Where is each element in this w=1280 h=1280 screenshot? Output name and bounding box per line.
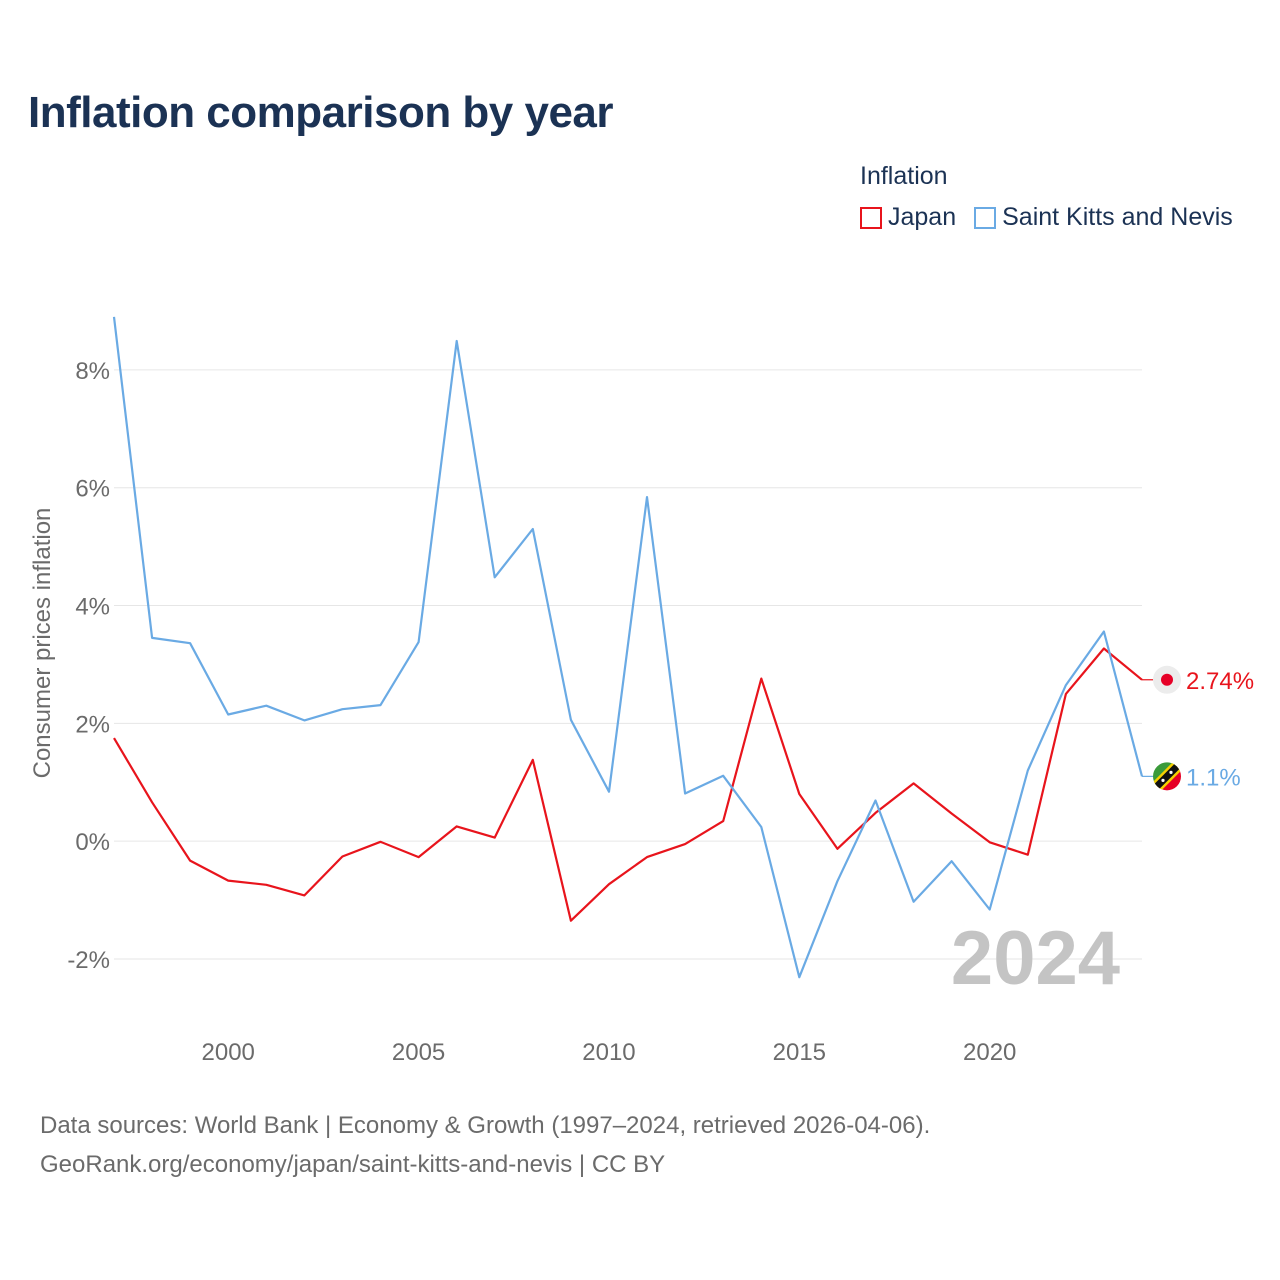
chart-title: Inflation comparison by year	[28, 88, 614, 137]
series-line-saint-kitts-and-nevis[interactable]	[112, 316, 1144, 979]
y-tick-label: 6%	[75, 476, 110, 503]
end-value-label: 1.1%	[1186, 764, 1241, 791]
x-tick-label: 2015	[773, 1039, 826, 1066]
flag-japan-sun	[1161, 673, 1173, 686]
y-tick-label: 4%	[75, 594, 110, 621]
x-axis: 2000 2005 2010 2015 2020	[202, 1039, 1017, 1066]
x-tick-label: 2000	[202, 1039, 255, 1066]
legend-item-japan[interactable]: Japan	[860, 203, 956, 232]
x-tick-label: 2020	[963, 1039, 1016, 1066]
flag-saint-kitts-and-nevis-icon	[1153, 762, 1181, 791]
sources-line-2[interactable]: GeoRank.org/economy/japan/saint-kitts-an…	[40, 1151, 666, 1178]
y-axis-label: Consumer prices inflation	[29, 508, 56, 779]
x-tick-label: 2010	[582, 1039, 635, 1066]
y-axis: -2% 0% 2% 4% 6% 8%	[67, 358, 110, 974]
y-tick-label: 8%	[75, 358, 110, 385]
y-tick-label: 0%	[75, 829, 110, 856]
legend-title: Inflation	[860, 162, 948, 190]
y-tick-label: -2%	[67, 947, 110, 974]
flag-japan-icon	[1153, 665, 1181, 694]
legend-swatch-saint-kitts-and-nevis	[974, 206, 997, 229]
year-watermark: 2024	[951, 916, 1120, 1001]
legend-label-saint-kitts-and-nevis: Saint Kitts and Nevis	[1002, 203, 1233, 231]
x-tick-label: 2005	[392, 1039, 445, 1066]
end-markers: 2.74% 1.1%	[1142, 665, 1254, 791]
line-chart: -2%0%2%4%6%8% 2000 2005 2010 2015 2020 2024 …	[29, 316, 1254, 1066]
grid-lines	[114, 369, 1142, 960]
sources: Data sources: World Bank | Economy & Gro…	[40, 1106, 930, 1184]
legend-item-saint-kitts-and-nevis[interactable]: Saint Kitts and Nevis	[974, 203, 1233, 232]
series-line-japan[interactable]	[113, 647, 1143, 922]
legend: Inflation Japan Saint Kitts and Nevis	[860, 162, 1233, 232]
series-lines	[112, 316, 1144, 979]
y-tick-label: 2%	[75, 711, 110, 738]
flag-skn-body	[1153, 762, 1181, 791]
legend-swatch-japan	[860, 206, 882, 229]
sources-line-1: Data sources: World Bank | Economy & Gro…	[40, 1112, 931, 1139]
end-value-label: 2.74%	[1186, 668, 1254, 695]
legend-label-japan: Japan	[888, 203, 957, 231]
